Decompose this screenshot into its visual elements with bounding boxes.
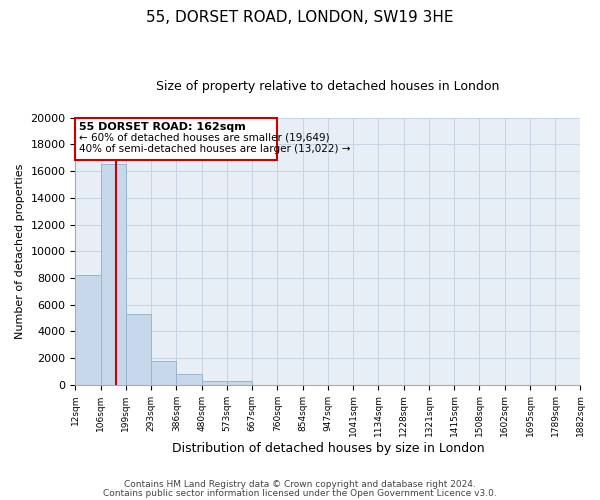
X-axis label: Distribution of detached houses by size in London: Distribution of detached houses by size … (172, 442, 484, 455)
Bar (76, 275, 101, 384)
Text: 40% of semi-detached houses are larger (13,022) →: 40% of semi-detached houses are larger (… (79, 144, 351, 154)
Bar (202, 380, 227, 384)
Title: Size of property relative to detached houses in London: Size of property relative to detached ho… (156, 80, 500, 93)
Text: Contains public sector information licensed under the Open Government Licence v3: Contains public sector information licen… (103, 489, 497, 498)
Bar (101, 164, 126, 384)
Bar (176, 374, 202, 384)
Y-axis label: Number of detached properties: Number of detached properties (15, 164, 25, 339)
Text: Contains HM Land Registry data © Crown copyright and database right 2024.: Contains HM Land Registry data © Crown c… (124, 480, 476, 489)
FancyBboxPatch shape (76, 118, 277, 160)
Text: ← 60% of detached houses are smaller (19,649): ← 60% of detached houses are smaller (19… (79, 132, 330, 142)
Text: 55 DORSET ROAD: 162sqm: 55 DORSET ROAD: 162sqm (79, 122, 246, 132)
Bar (126, 314, 151, 384)
Bar (227, 382, 253, 384)
Bar (151, 362, 176, 384)
Text: 55, DORSET ROAD, LONDON, SW19 3HE: 55, DORSET ROAD, LONDON, SW19 3HE (146, 10, 454, 25)
